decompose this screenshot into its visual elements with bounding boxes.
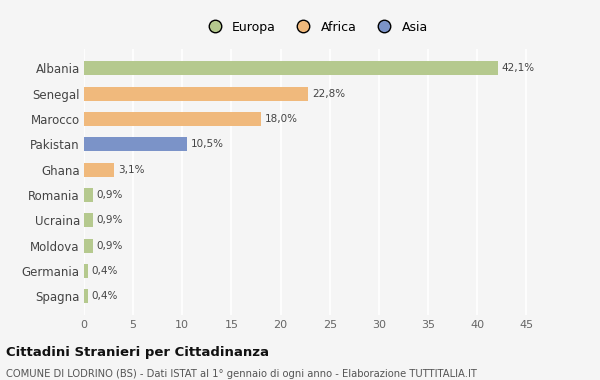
Bar xyxy=(84,163,115,177)
Text: 10,5%: 10,5% xyxy=(191,139,224,149)
Text: 0,4%: 0,4% xyxy=(92,266,118,276)
Text: 18,0%: 18,0% xyxy=(265,114,298,124)
Text: 3,1%: 3,1% xyxy=(118,165,145,175)
Bar xyxy=(84,62,498,75)
Text: 42,1%: 42,1% xyxy=(502,63,535,73)
Text: Cittadini Stranieri per Cittadinanza: Cittadini Stranieri per Cittadinanza xyxy=(6,346,269,359)
Text: 0,4%: 0,4% xyxy=(92,291,118,301)
Text: 0,9%: 0,9% xyxy=(97,215,123,225)
Legend: Europa, Africa, Asia: Europa, Africa, Asia xyxy=(197,16,433,39)
Bar xyxy=(84,87,308,101)
Text: 0,9%: 0,9% xyxy=(97,241,123,251)
Text: 0,9%: 0,9% xyxy=(97,190,123,200)
Text: 22,8%: 22,8% xyxy=(312,89,345,99)
Bar xyxy=(84,239,93,253)
Bar xyxy=(84,264,88,278)
Text: COMUNE DI LODRINO (BS) - Dati ISTAT al 1° gennaio di ogni anno - Elaborazione TU: COMUNE DI LODRINO (BS) - Dati ISTAT al 1… xyxy=(6,369,477,378)
Bar xyxy=(84,138,187,151)
Bar xyxy=(84,188,93,202)
Bar xyxy=(84,214,93,227)
Bar xyxy=(84,112,261,126)
Bar xyxy=(84,290,88,303)
